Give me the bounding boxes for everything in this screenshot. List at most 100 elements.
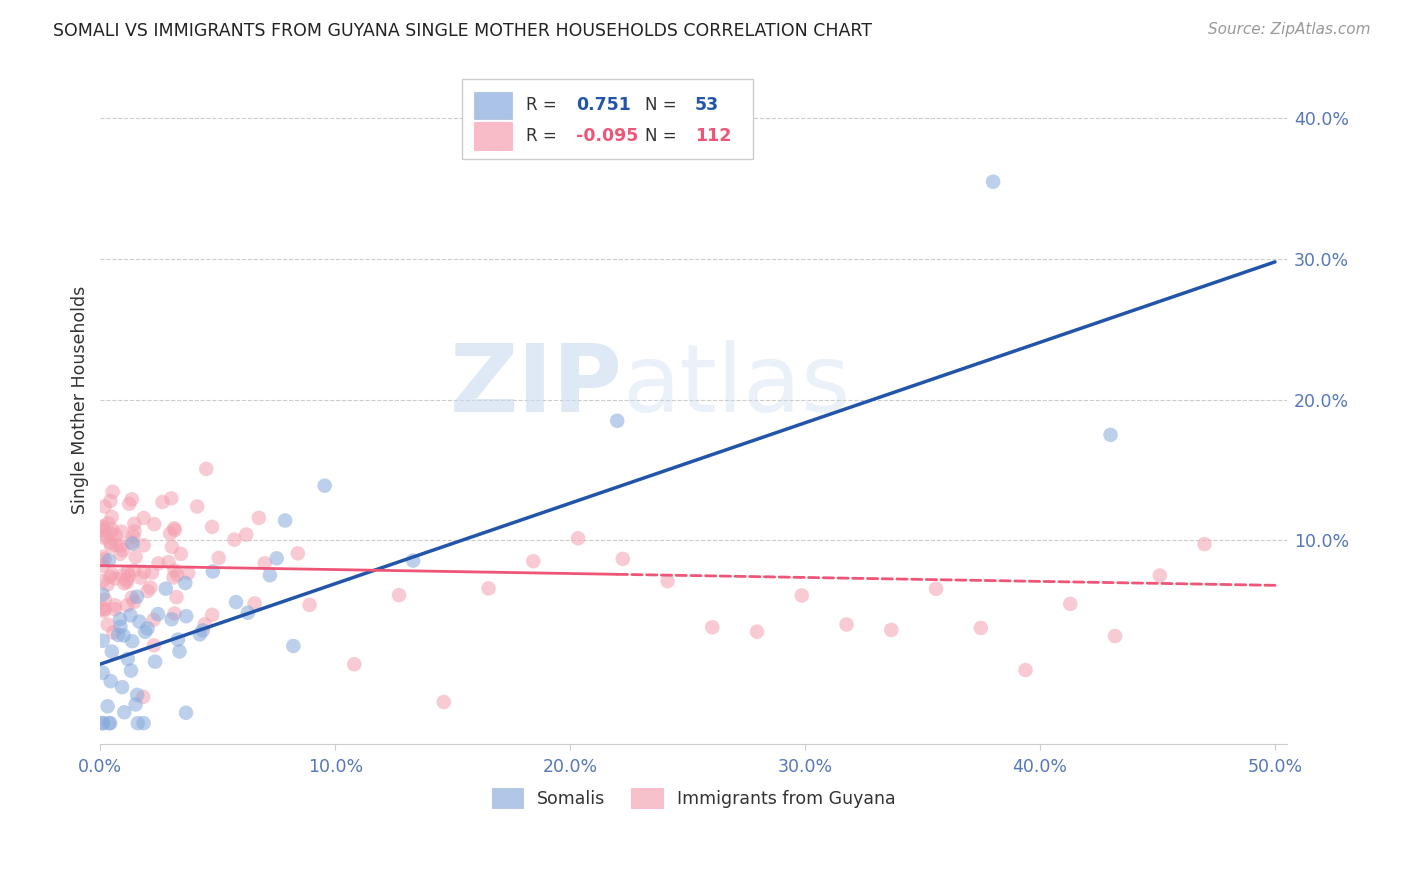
Point: [236, 606, 259, 620]
Point: [970, 621, 993, 635]
Text: ZIP: ZIP: [450, 340, 623, 432]
Point: [101, 523, 124, 537]
Point: [93, 531, 115, 545]
Point: [160, 540, 183, 554]
Point: [115, 599, 138, 613]
Point: [110, 539, 132, 553]
Point: [104, 602, 127, 616]
Point: [134, 565, 156, 579]
Point: [1014, 663, 1036, 677]
Point: [191, 624, 214, 638]
Point: [127, 688, 149, 702]
Text: N =: N =: [645, 96, 676, 114]
Point: [98, 570, 121, 584]
Point: [606, 414, 628, 428]
Point: [136, 622, 159, 636]
Point: [125, 590, 148, 604]
Point: [124, 549, 146, 564]
Point: [567, 531, 589, 545]
Point: [91, 574, 114, 588]
Point: [201, 565, 224, 579]
Point: [402, 553, 425, 567]
Point: [103, 625, 125, 640]
Point: [100, 494, 122, 508]
Point: [177, 566, 200, 580]
Point: [170, 547, 193, 561]
Point: [142, 638, 165, 652]
Text: N =: N =: [645, 127, 676, 145]
Point: [111, 524, 134, 539]
Point: [224, 533, 246, 547]
Point: [314, 478, 336, 492]
Text: atlas: atlas: [623, 340, 851, 432]
Point: [100, 509, 122, 524]
Point: [121, 536, 143, 550]
Point: [108, 612, 131, 626]
Point: [433, 695, 456, 709]
Point: [91, 665, 114, 680]
Text: Source: ZipAtlas.com: Source: ZipAtlas.com: [1208, 22, 1371, 37]
Point: [157, 555, 180, 569]
Text: 53: 53: [695, 96, 718, 114]
Point: [146, 607, 169, 621]
Point: [139, 581, 162, 595]
Point: [477, 582, 499, 596]
Point: [110, 620, 132, 634]
Point: [100, 567, 122, 582]
Point: [169, 644, 191, 658]
Point: [91, 601, 114, 615]
Point: [117, 652, 139, 666]
Point: [880, 623, 903, 637]
Point: [97, 516, 120, 531]
FancyBboxPatch shape: [474, 122, 512, 150]
Point: [134, 624, 156, 639]
FancyBboxPatch shape: [474, 92, 512, 120]
Point: [343, 657, 366, 672]
Point: [163, 607, 186, 621]
Point: [152, 495, 174, 509]
Point: [117, 565, 139, 579]
Text: -0.095: -0.095: [576, 127, 638, 145]
Point: [91, 633, 114, 648]
Point: [104, 599, 127, 613]
Point: [142, 613, 165, 627]
Text: 112: 112: [695, 127, 731, 145]
Point: [159, 526, 181, 541]
Point: [1149, 568, 1171, 582]
Legend: Somalis, Immigrants from Guyana: Somalis, Immigrants from Guyana: [485, 780, 903, 814]
Point: [111, 543, 134, 558]
Point: [163, 564, 186, 578]
Point: [835, 617, 858, 632]
Point: [97, 553, 120, 567]
Point: [657, 574, 679, 588]
Point: [111, 680, 134, 694]
Point: [100, 535, 122, 549]
Point: [98, 527, 121, 541]
Point: [124, 524, 146, 539]
Point: [110, 547, 132, 561]
Point: [91, 549, 114, 564]
Point: [91, 519, 114, 533]
Point: [118, 497, 141, 511]
Point: [188, 627, 211, 641]
Point: [143, 517, 166, 532]
Point: [101, 644, 124, 658]
Point: [121, 591, 143, 605]
Point: [174, 706, 197, 720]
Point: [120, 535, 142, 549]
Point: [129, 571, 152, 585]
Point: [124, 698, 146, 712]
Point: [612, 552, 634, 566]
Point: [247, 511, 270, 525]
Point: [120, 608, 142, 623]
Point: [194, 617, 217, 632]
Point: [91, 524, 114, 538]
Point: [388, 588, 411, 602]
Point: [121, 634, 143, 648]
Point: [298, 598, 321, 612]
Text: R =: R =: [526, 96, 557, 114]
FancyBboxPatch shape: [463, 79, 752, 159]
Point: [104, 528, 127, 542]
Y-axis label: Single Mother Households: Single Mother Households: [72, 285, 89, 514]
Point: [93, 602, 115, 616]
